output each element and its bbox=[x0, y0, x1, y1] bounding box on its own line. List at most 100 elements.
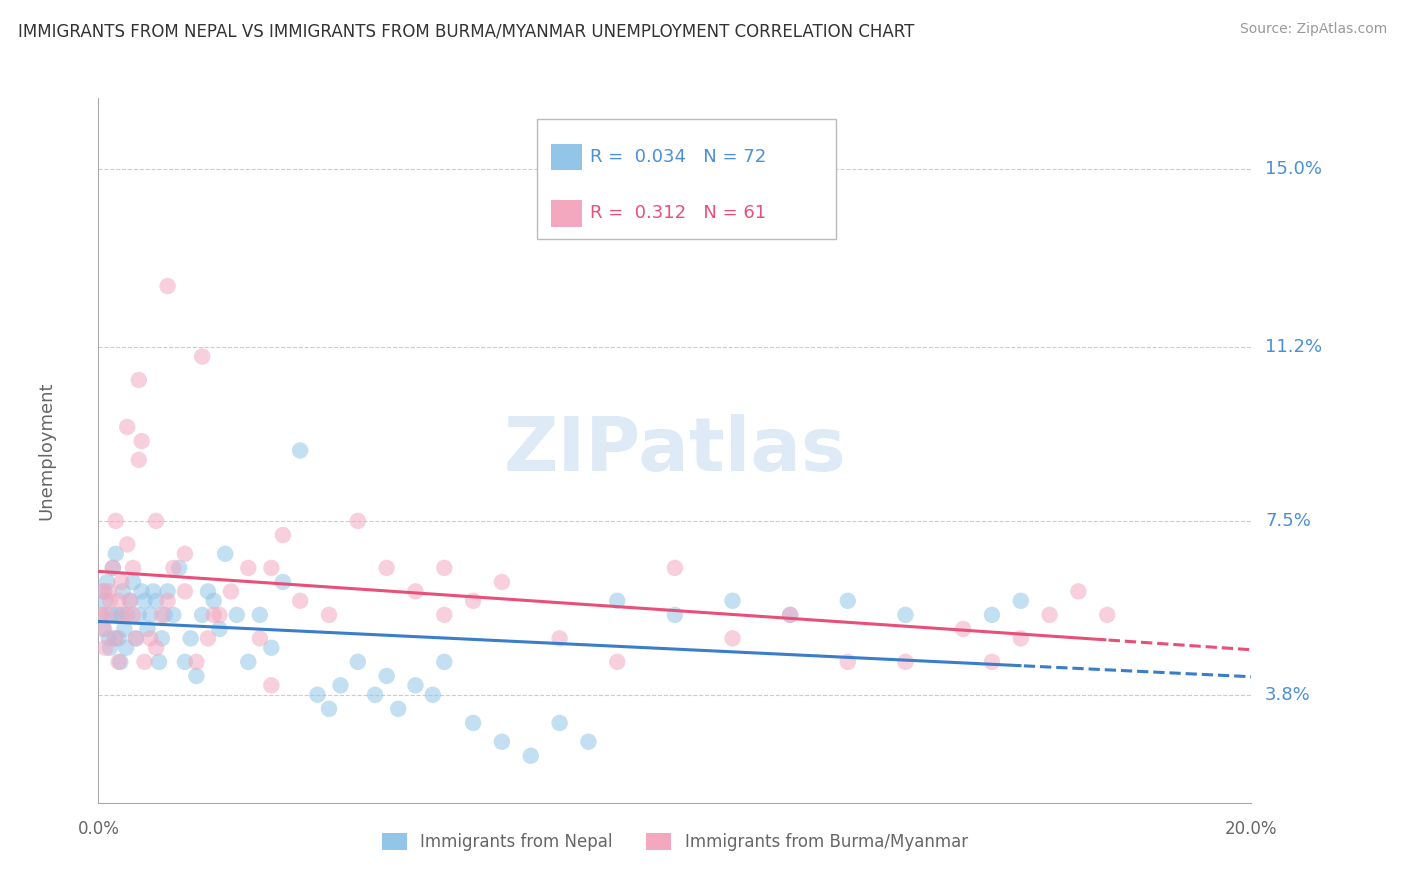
Point bbox=[238, 561, 260, 575]
Point bbox=[131, 434, 153, 448]
Point bbox=[148, 655, 170, 669]
Point bbox=[422, 688, 444, 702]
Point bbox=[125, 632, 148, 646]
Point bbox=[180, 632, 202, 646]
Point bbox=[249, 607, 271, 622]
Point bbox=[117, 420, 139, 434]
Point bbox=[329, 678, 352, 692]
Point bbox=[405, 678, 427, 692]
Point bbox=[145, 640, 167, 655]
Point bbox=[837, 594, 859, 608]
Point bbox=[136, 622, 159, 636]
Point bbox=[197, 584, 219, 599]
Point bbox=[145, 594, 167, 608]
Point bbox=[721, 632, 744, 646]
Point bbox=[150, 632, 173, 646]
Point bbox=[120, 594, 142, 608]
Point bbox=[837, 655, 859, 669]
Point bbox=[433, 561, 456, 575]
Point bbox=[139, 632, 162, 646]
Point bbox=[981, 607, 1004, 622]
Text: 7.5%: 7.5% bbox=[1265, 512, 1310, 530]
Point bbox=[97, 584, 120, 599]
Text: 3.8%: 3.8% bbox=[1265, 686, 1310, 704]
Point bbox=[1010, 632, 1032, 646]
Point bbox=[981, 655, 1004, 669]
Point bbox=[120, 594, 142, 608]
Text: IMMIGRANTS FROM NEPAL VS IMMIGRANTS FROM BURMA/MYANMAR UNEMPLOYMENT CORRELATION : IMMIGRANTS FROM NEPAL VS IMMIGRANTS FROM… bbox=[18, 22, 915, 40]
Text: 11.2%: 11.2% bbox=[1265, 338, 1322, 356]
Point bbox=[101, 561, 124, 575]
Point bbox=[167, 561, 190, 575]
Point bbox=[107, 594, 129, 608]
Point bbox=[107, 632, 129, 646]
Point bbox=[202, 594, 225, 608]
Point bbox=[105, 607, 128, 622]
Point bbox=[1010, 594, 1032, 608]
Text: 15.0%: 15.0% bbox=[1265, 160, 1322, 178]
Point bbox=[91, 622, 114, 636]
Point bbox=[894, 607, 917, 622]
Point bbox=[520, 748, 543, 763]
Point bbox=[347, 655, 370, 669]
Point bbox=[548, 715, 571, 730]
Point bbox=[115, 640, 138, 655]
Point bbox=[433, 607, 456, 622]
Point bbox=[779, 607, 801, 622]
Point bbox=[664, 561, 686, 575]
Point bbox=[202, 607, 225, 622]
Point bbox=[93, 584, 115, 599]
Point bbox=[162, 561, 184, 575]
Point bbox=[433, 655, 456, 669]
Point bbox=[260, 678, 283, 692]
Point bbox=[318, 607, 340, 622]
Text: Source: ZipAtlas.com: Source: ZipAtlas.com bbox=[1240, 22, 1388, 37]
Point bbox=[174, 584, 197, 599]
Point bbox=[721, 594, 744, 608]
Point bbox=[103, 632, 125, 646]
Point bbox=[491, 574, 513, 589]
Point bbox=[894, 655, 917, 669]
Point bbox=[128, 373, 150, 387]
Point bbox=[364, 688, 387, 702]
Point bbox=[405, 584, 427, 599]
Point bbox=[197, 632, 219, 646]
Text: ZIPatlas: ZIPatlas bbox=[503, 414, 846, 487]
Point bbox=[1039, 607, 1062, 622]
Point bbox=[156, 594, 179, 608]
Point bbox=[150, 607, 173, 622]
Point bbox=[271, 528, 294, 542]
Point bbox=[347, 514, 370, 528]
Point bbox=[90, 607, 112, 622]
Point bbox=[249, 632, 271, 646]
Point bbox=[96, 607, 118, 622]
Point bbox=[578, 735, 600, 749]
Point bbox=[93, 622, 115, 636]
Point bbox=[110, 607, 132, 622]
Point bbox=[101, 561, 124, 575]
Point bbox=[225, 607, 247, 622]
Point bbox=[110, 655, 132, 669]
Point bbox=[238, 655, 260, 669]
Point bbox=[117, 537, 139, 551]
Legend: Immigrants from Nepal, Immigrants from Burma/Myanmar: Immigrants from Nepal, Immigrants from B… bbox=[375, 826, 974, 858]
Point bbox=[153, 607, 176, 622]
Point bbox=[145, 514, 167, 528]
Point bbox=[128, 607, 150, 622]
Point bbox=[214, 547, 236, 561]
Point bbox=[110, 574, 132, 589]
Point bbox=[156, 584, 179, 599]
Point bbox=[111, 584, 134, 599]
Point bbox=[134, 655, 156, 669]
Point bbox=[100, 607, 122, 622]
Point bbox=[174, 655, 197, 669]
Point bbox=[104, 514, 127, 528]
Point bbox=[97, 632, 120, 646]
Point bbox=[186, 669, 208, 683]
Point bbox=[375, 669, 398, 683]
Point bbox=[122, 607, 145, 622]
Point bbox=[142, 584, 165, 599]
Point bbox=[290, 443, 312, 458]
Point bbox=[463, 594, 485, 608]
Point bbox=[952, 622, 974, 636]
